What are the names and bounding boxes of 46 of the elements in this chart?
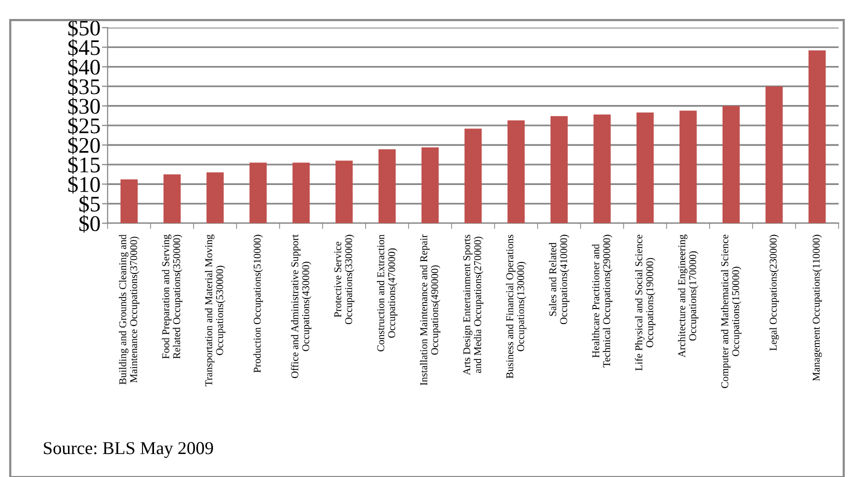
x-tick-label: Arts Design Entertainment Sports and Media Occupations(270000) <box>463 234 484 376</box>
x-tick-label: Production Occupations(510000) <box>253 234 263 373</box>
x-tick-label: Food Preparation and Serving Related Occupations(350000) <box>162 234 182 359</box>
bar <box>636 112 654 224</box>
source-note: Source: BLS May 2009 <box>44 442 213 458</box>
bar <box>464 128 482 224</box>
bar <box>206 172 224 224</box>
y-tick-label: $0 <box>79 214 100 233</box>
bar <box>766 86 783 224</box>
bar <box>422 147 439 224</box>
x-tick-label: Office and Administrative Support Occupations(430000) <box>290 234 312 378</box>
bar <box>292 162 310 224</box>
y-tick-label: $45 <box>68 38 100 57</box>
bar <box>808 50 826 224</box>
y-tick-label: $40 <box>68 58 100 76</box>
x-tick-label: Healthcare Practitioner and Technical Occupations(290000) <box>592 234 612 368</box>
y-tick-label: $5 <box>79 195 100 214</box>
bar <box>722 106 740 224</box>
x-tick-label: Construction and Extraction Occupations(470000) <box>376 234 398 352</box>
bar <box>508 120 525 224</box>
bar <box>680 110 697 224</box>
x-tick-label: Business and Financial Operations Occupations(130000) <box>506 234 526 378</box>
y-tick-label: $15 <box>68 156 100 174</box>
x-tick-label: Management Occupations(110000) <box>812 234 822 381</box>
x-tick-label: Life Physical and Social Science Occupations(190000) <box>634 234 656 371</box>
x-tick-label: Protective Service Occupations(330000) <box>334 234 354 324</box>
bar <box>378 149 396 224</box>
bar <box>550 116 568 224</box>
y-tick-label: $50 <box>68 19 100 38</box>
x-tick-label: Transportation and Material Moving Occupations(530000) <box>204 234 226 386</box>
x-tick-label: Legal Occupations(230000) <box>769 234 779 351</box>
x-tick-label: Installation Maintenance and Repair Occupations(490000) <box>420 234 440 386</box>
y-tick-label: $20 <box>68 136 100 154</box>
bar <box>120 179 138 224</box>
y-tick-label: $30 <box>68 98 100 116</box>
y-tick-label: $10 <box>68 176 100 194</box>
bar <box>164 174 181 224</box>
x-tick-label: Sales and Related Occupations(410000) <box>548 234 570 324</box>
x-tick-label: Architecture and Engineering Occupations(170000) <box>678 234 698 358</box>
bar <box>250 162 267 224</box>
x-tick-label: Computer and Mathematical Science Occupations(150000) <box>720 234 742 388</box>
bar <box>336 160 353 224</box>
y-tick-label: $35 <box>68 78 100 96</box>
bar <box>594 114 611 224</box>
y-tick-label: $25 <box>68 117 100 135</box>
x-tick-label: Building and Grounds Cleaning and Maintenance Occupations(370000) <box>118 234 140 384</box>
